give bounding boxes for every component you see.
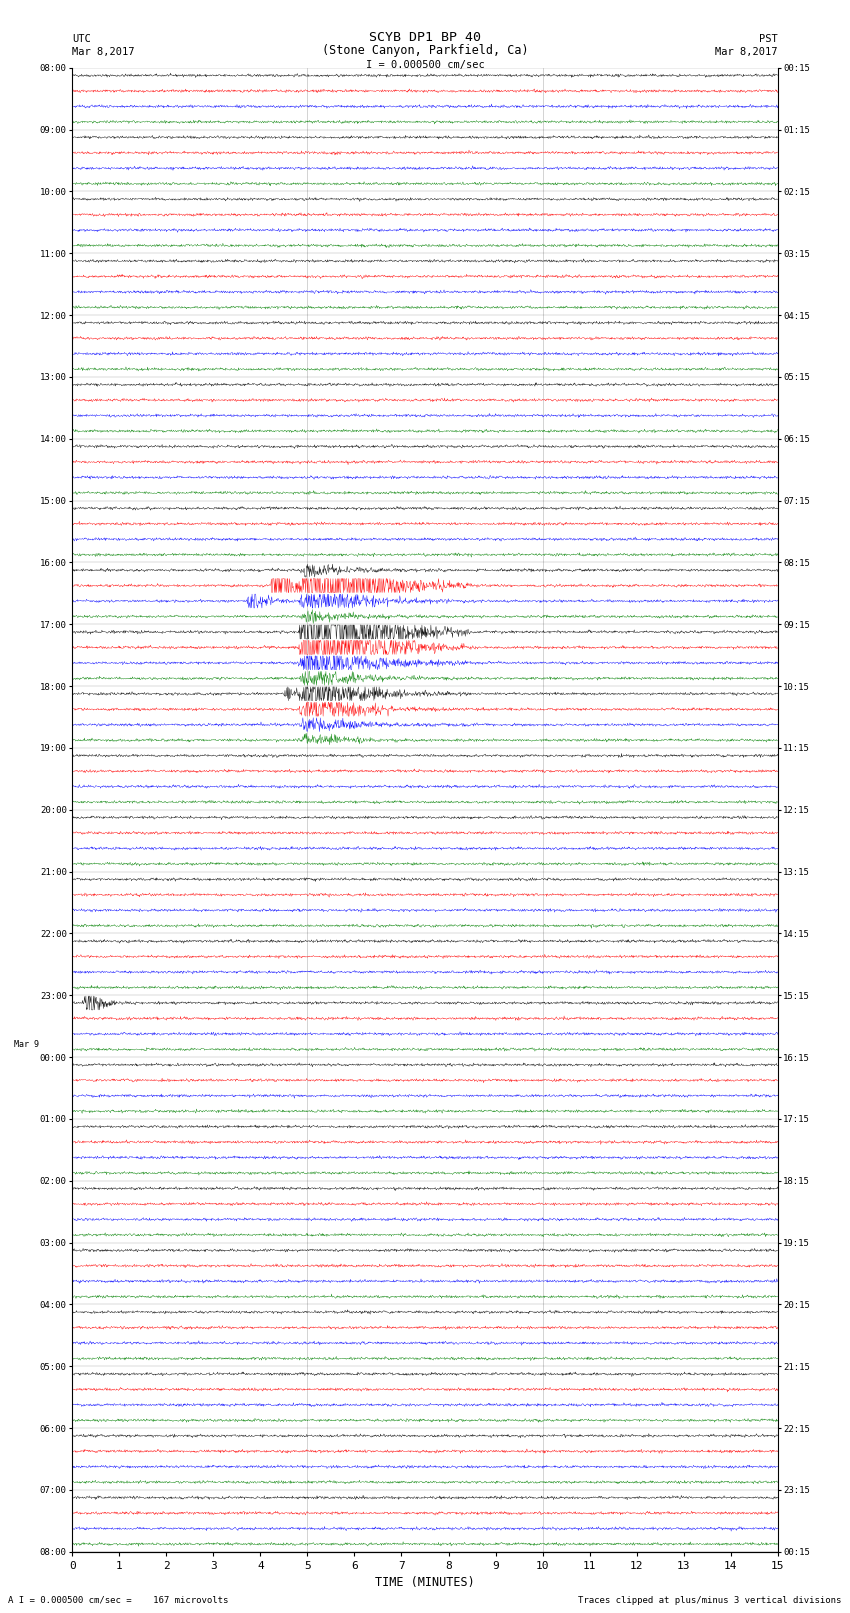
Text: I = 0.000500 cm/sec: I = 0.000500 cm/sec	[366, 60, 484, 71]
Text: Mar 9: Mar 9	[14, 1040, 39, 1050]
Text: PST: PST	[759, 34, 778, 44]
Text: UTC: UTC	[72, 34, 91, 44]
Text: Mar 8,2017: Mar 8,2017	[72, 47, 135, 58]
Text: SCYB DP1 BP 40: SCYB DP1 BP 40	[369, 31, 481, 44]
Text: A I = 0.000500 cm/sec =    167 microvolts: A I = 0.000500 cm/sec = 167 microvolts	[8, 1595, 229, 1605]
Text: Mar 8,2017: Mar 8,2017	[715, 47, 778, 58]
Text: Traces clipped at plus/minus 3 vertical divisions: Traces clipped at plus/minus 3 vertical …	[578, 1595, 842, 1605]
X-axis label: TIME (MINUTES): TIME (MINUTES)	[375, 1576, 475, 1589]
Text: (Stone Canyon, Parkfield, Ca): (Stone Canyon, Parkfield, Ca)	[321, 44, 529, 58]
